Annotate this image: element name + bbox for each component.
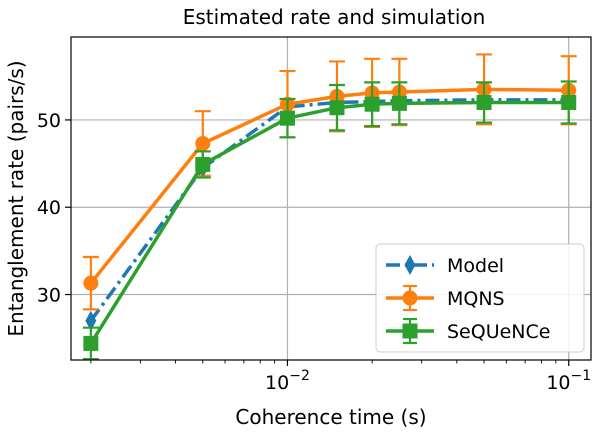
series-line-mqns bbox=[89, 87, 569, 285]
legend-marker bbox=[402, 323, 418, 339]
legend-label: MQNS bbox=[447, 288, 505, 310]
data-point-sequence bbox=[195, 156, 211, 172]
data-point-mqns bbox=[83, 275, 99, 291]
data-point-sequence bbox=[364, 96, 380, 112]
legend-label: Model bbox=[447, 255, 504, 277]
legend-box bbox=[375, 243, 585, 353]
data-point-sequence bbox=[391, 95, 407, 111]
data-point-model bbox=[85, 310, 97, 331]
y-tick-label: 30 bbox=[37, 285, 61, 307]
series-sequence bbox=[82, 80, 577, 361]
series-line-model bbox=[89, 98, 569, 322]
legend-marker bbox=[402, 290, 418, 306]
legend-marker bbox=[404, 255, 416, 275]
x-axis-label: Coherence time (s) bbox=[235, 405, 426, 429]
data-point-sequence bbox=[329, 100, 345, 116]
data-point-mqns bbox=[195, 136, 211, 152]
plot-frame bbox=[70, 36, 592, 361]
x-tick-label: 10−2 bbox=[265, 368, 310, 394]
y-axis-label: Entanglement rate (pairs/s) bbox=[4, 60, 28, 336]
data-point-sequence bbox=[561, 94, 577, 110]
y-tick-label: 50 bbox=[37, 110, 61, 132]
legend-entry-mqns: MQNS bbox=[386, 284, 505, 312]
legend: Model MQNS SeQUeNCe bbox=[375, 243, 585, 353]
series-layer bbox=[82, 53, 577, 361]
data-point-sequence bbox=[83, 335, 99, 351]
legend-entry-model: Model bbox=[386, 255, 504, 277]
data-point-sequence bbox=[476, 94, 492, 110]
data-point-sequence bbox=[279, 110, 295, 126]
legend-label: SeQUeNCe bbox=[447, 321, 550, 343]
ticks: 10−2 10−1 30 40 50 bbox=[37, 110, 591, 394]
chart-title: Estimated rate and simulation bbox=[183, 5, 486, 29]
series-line-sequence bbox=[89, 100, 569, 345]
x-tick-label: 10−1 bbox=[546, 368, 591, 394]
legend-entry-sequence: SeQUeNCe bbox=[386, 317, 550, 345]
y-tick-label: 40 bbox=[37, 197, 61, 219]
